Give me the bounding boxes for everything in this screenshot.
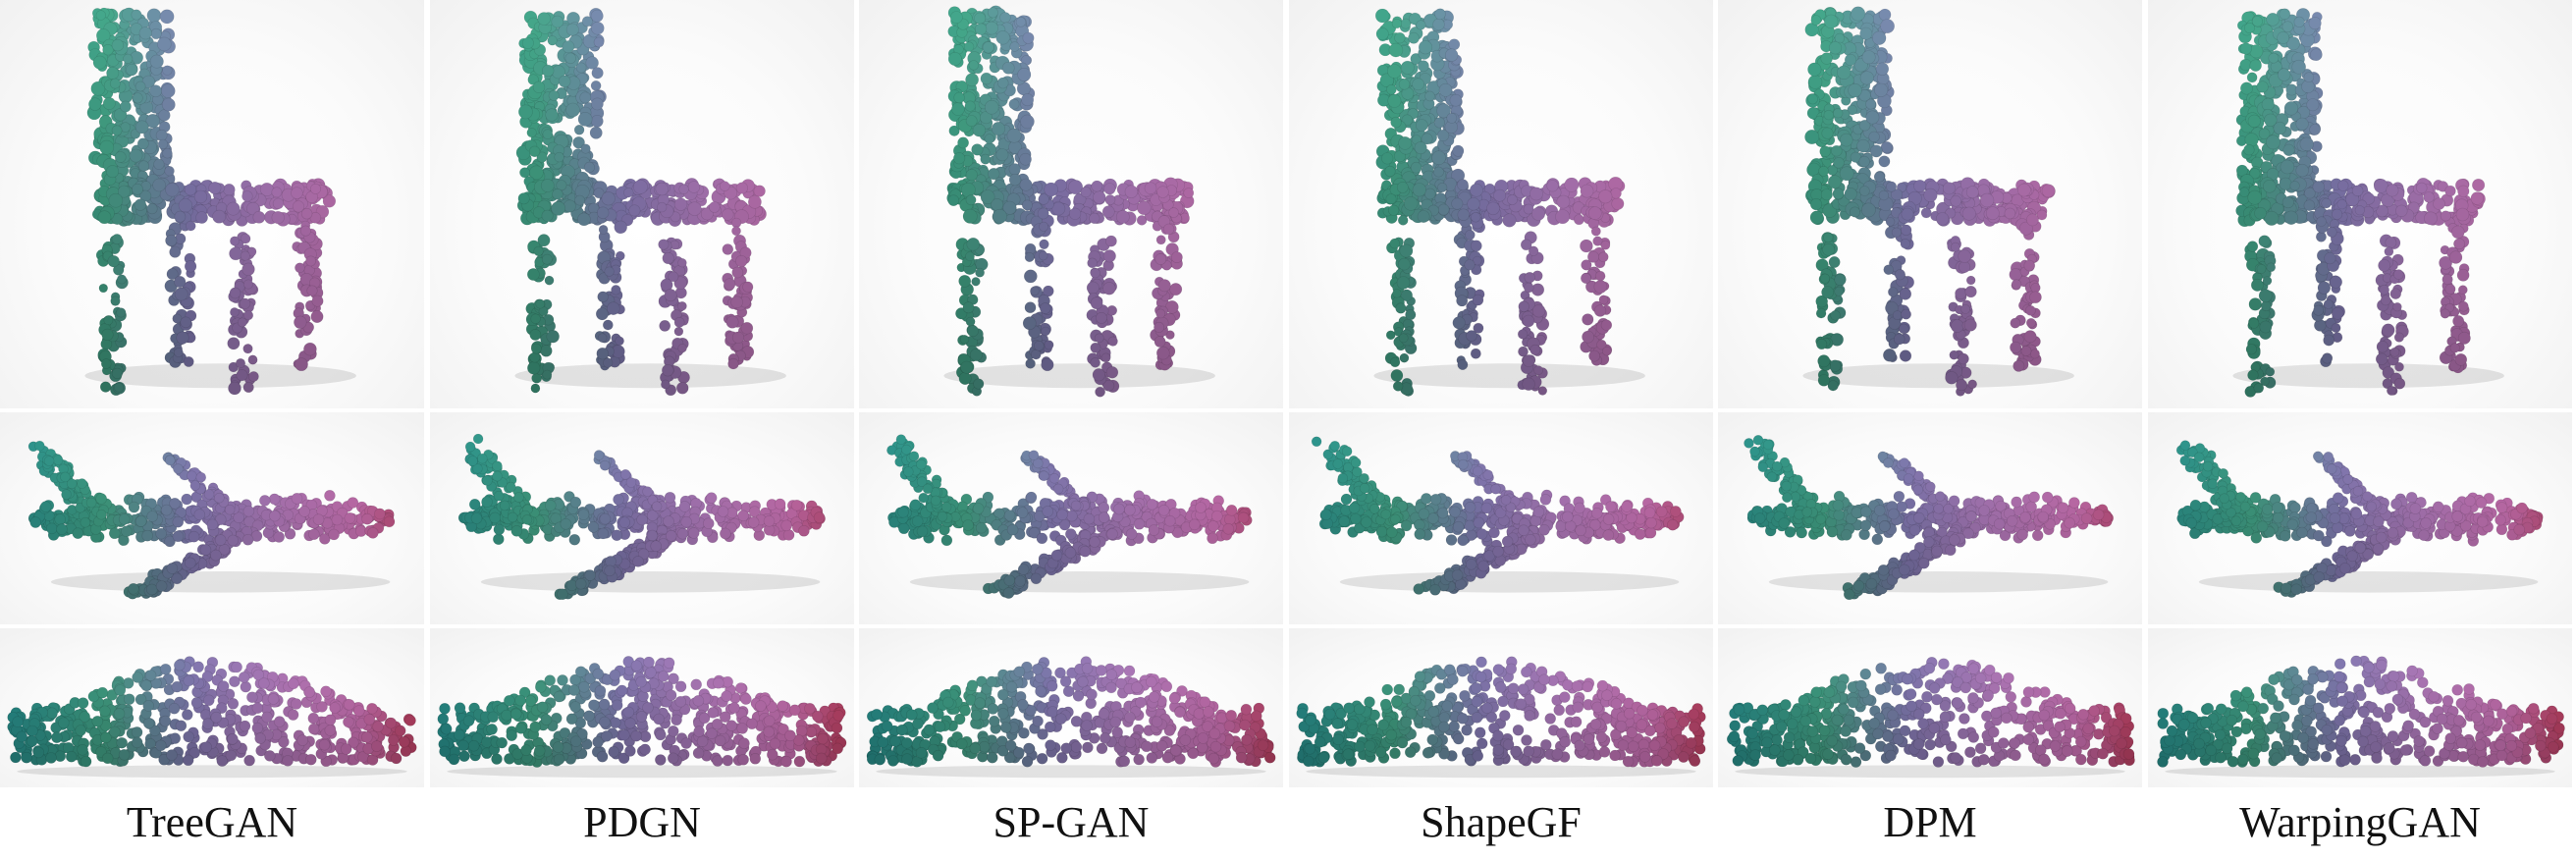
method-caption: TreeGAN	[126, 798, 298, 846]
render-car-pdgn	[430, 628, 854, 787]
point-cloud-car	[1726, 656, 2135, 779]
method-caption: DPM	[1883, 798, 1977, 846]
render-chair-sp-gan	[859, 0, 1283, 408]
point-cloud-car	[866, 656, 1276, 779]
render-airplane-sp-gan	[859, 412, 1283, 624]
point-cloud-car	[2157, 655, 2565, 779]
render-airplane-treegan	[0, 412, 424, 624]
point-cloud-chair	[2232, 8, 2504, 398]
point-cloud-car	[437, 656, 847, 779]
render-airplane-dpm	[1718, 412, 2142, 624]
point-cloud-airplane	[886, 434, 1253, 599]
render-airplane-shapegf	[1289, 412, 1713, 624]
method-caption: SP-GAN	[993, 798, 1150, 846]
render-chair-shapegf	[1289, 0, 1713, 408]
method-caption: WarpingGAN	[2239, 798, 2481, 846]
render-chair-treegan	[0, 0, 424, 408]
render-car-dpm	[1718, 628, 2142, 787]
render-chair-pdgn	[430, 0, 854, 408]
point-cloud-car	[7, 656, 417, 779]
point-cloud-airplane	[1744, 434, 2115, 601]
render-chair-warpinggan	[2148, 0, 2572, 408]
point-cloud-car	[1296, 656, 1706, 779]
render-car-treegan	[0, 628, 424, 787]
method-caption: PDGN	[583, 798, 701, 846]
render-car-warpinggan	[2148, 628, 2572, 787]
render-airplane-warpinggan	[2148, 412, 2572, 624]
point-cloud-chair	[514, 7, 786, 397]
point-cloud-airplane	[457, 433, 826, 600]
point-cloud-airplane	[27, 440, 396, 600]
point-cloud-chair	[1802, 6, 2074, 397]
render-airplane-pdgn	[430, 412, 854, 624]
point-cloud-airplane	[1311, 436, 1685, 596]
render-car-sp-gan	[859, 628, 1283, 787]
point-cloud-chair	[1373, 8, 1645, 397]
render-chair-dpm	[1718, 0, 2142, 408]
point-cloud-chair	[84, 7, 356, 397]
point-cloud-chair	[943, 5, 1215, 398]
point-cloud-airplane	[2175, 440, 2544, 598]
method-caption: ShapeGF	[1421, 798, 1582, 846]
render-car-shapegf	[1289, 628, 1713, 787]
